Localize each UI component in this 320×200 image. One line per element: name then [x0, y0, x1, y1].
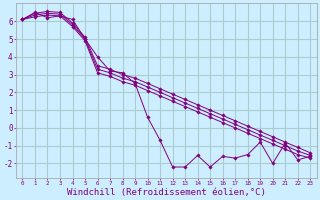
- X-axis label: Windchill (Refroidissement éolien,°C): Windchill (Refroidissement éolien,°C): [67, 188, 266, 197]
